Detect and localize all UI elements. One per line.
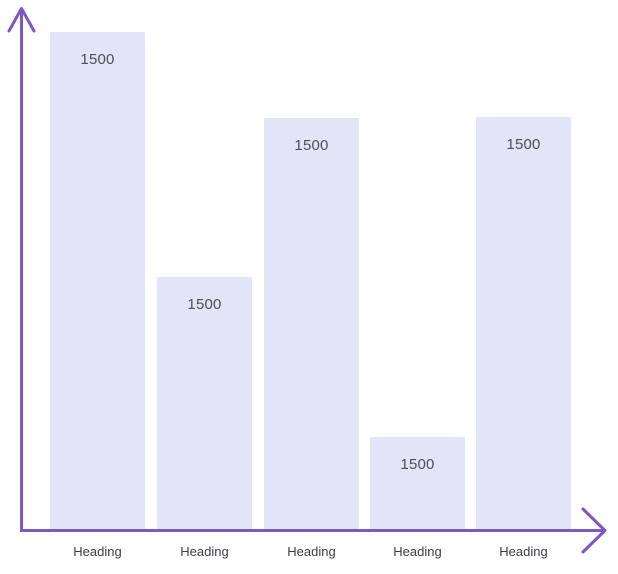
bar-value-label: 1500 [294, 137, 329, 154]
bar: 1500 [264, 118, 359, 531]
bar: 1500 [476, 117, 571, 531]
bar-value-label: 1500 [187, 296, 222, 313]
x-axis-category-label: Heading [73, 544, 122, 559]
bar-value-label: 1500 [506, 136, 541, 153]
x-axis-category-label: Heading [499, 544, 548, 559]
bar: 1500 [370, 437, 465, 531]
x-axis-category-label: Heading [287, 544, 336, 559]
x-axis-labels: Heading Heading Heading Heading Heading [0, 544, 618, 564]
x-axis-category-label: Heading [180, 544, 229, 559]
bar: 1500 [50, 32, 145, 531]
bar: 1500 [157, 277, 252, 531]
x-axis-category-label: Heading [393, 544, 442, 559]
bar-value-label: 1500 [80, 51, 115, 68]
bar-value-label: 1500 [400, 456, 435, 473]
